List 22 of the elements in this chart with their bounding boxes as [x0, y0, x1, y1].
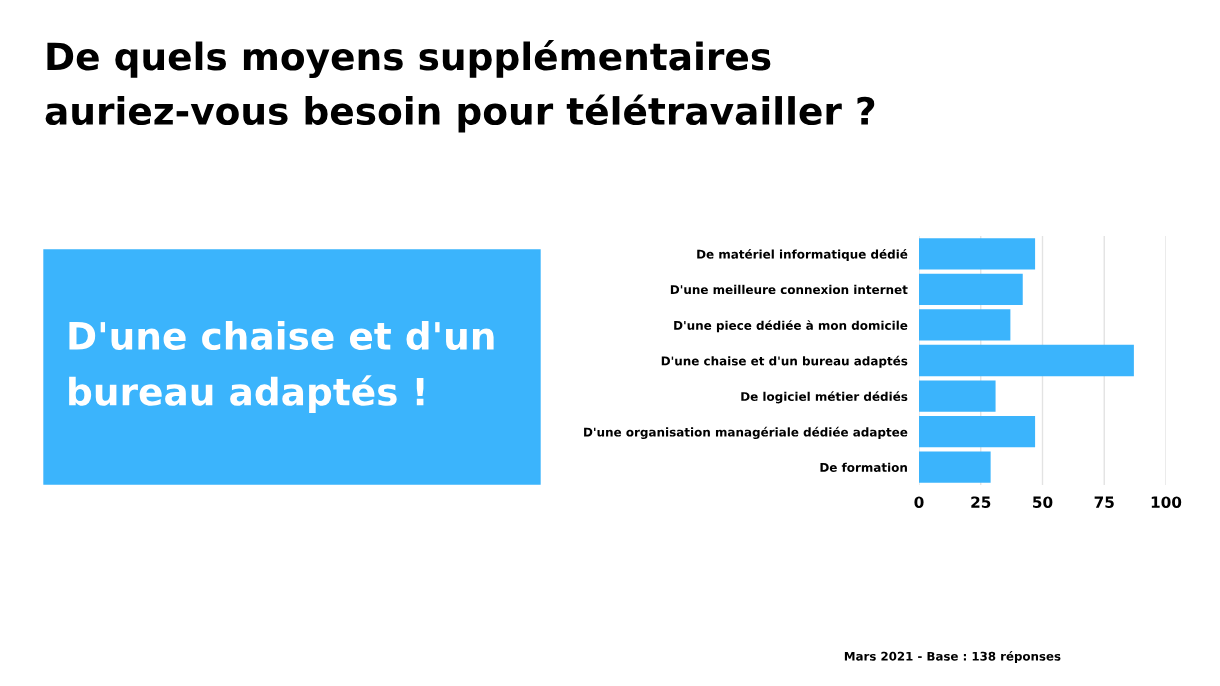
y-tick-label: D'une chaise et d'un bureau adaptés [661, 355, 908, 368]
y-tick-label: De matériel informatique dédié [697, 249, 908, 262]
bar [919, 415, 1036, 448]
y-tick-label: De formation [820, 462, 907, 472]
y-tick-label: D'une piece dédiée à mon domicile [674, 320, 908, 333]
bar [919, 451, 991, 483]
bar [919, 309, 1011, 341]
bar [919, 344, 1134, 377]
text: Mars 2021 - Base : 138 réponses [844, 651, 1061, 663]
bar [919, 380, 996, 412]
x-tick-label: 50 [1033, 496, 1053, 508]
bar [919, 238, 1036, 270]
y-tick-label: D'une meilleure connexion internet [670, 284, 908, 295]
y-tick-label: D'une organisation managériale dédiée adaptee [584, 426, 908, 439]
y-tick-label: De logiciel métier dédiés [741, 391, 908, 404]
text: D'une chaise et d'un bureau adaptés ! [69, 320, 494, 414]
x-tick-label: 25 [971, 496, 991, 508]
text: De quels moyens supplémentaires auriez-vous besoin pour télétravailler ? [45, 40, 875, 133]
bar [919, 273, 1023, 306]
x-tick-label: 0 [914, 496, 924, 508]
x-tick-label: 75 [1094, 496, 1114, 508]
x-tick-label: 100 [1151, 496, 1182, 508]
